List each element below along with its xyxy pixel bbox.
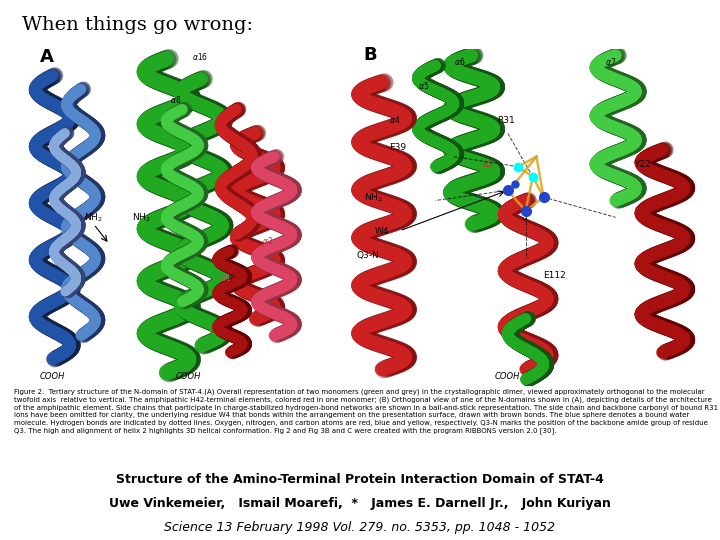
- Text: R31: R31: [497, 116, 515, 125]
- Text: A: A: [40, 48, 53, 66]
- Text: $\alpha$1: $\alpha$1: [220, 273, 231, 284]
- Text: COOH: COOH: [176, 373, 202, 381]
- Text: $\alpha$7: $\alpha$7: [605, 57, 616, 68]
- Text: $\alpha$5: $\alpha$5: [418, 80, 429, 91]
- Text: $\alpha$3: $\alpha$3: [482, 158, 494, 168]
- Text: $\alpha$8: $\alpha$8: [170, 93, 181, 105]
- Text: NH$_2$: NH$_2$: [132, 212, 150, 224]
- Text: Science 13 February 1998 Vol. 279. no. 5353, pp. 1048 - 1052: Science 13 February 1998 Vol. 279. no. 5…: [164, 521, 556, 534]
- Text: Uwe Vinkemeier,   Ismail Moarefi,  *   James E. Darnell Jr.,   John Kuriyan: Uwe Vinkemeier, Ismail Moarefi, * James …: [109, 497, 611, 510]
- Text: Figure 2.  Tertiary structure of the N-domain of STAT-4.(A) Overall representati: Figure 2. Tertiary structure of the N-do…: [14, 389, 719, 434]
- Text: NH$_2$: NH$_2$: [364, 192, 382, 204]
- Text: COOH: COOH: [495, 373, 521, 381]
- Text: E39: E39: [389, 143, 406, 152]
- Text: E112: E112: [544, 271, 567, 280]
- Text: $\alpha$16: $\alpha$16: [192, 51, 208, 63]
- Text: $\alpha$2: $\alpha$2: [261, 235, 273, 246]
- Text: W4: W4: [374, 227, 389, 236]
- Text: $\alpha$4: $\alpha$4: [389, 114, 400, 125]
- Text: Q3-N: Q3-N: [356, 251, 379, 260]
- Text: $\alpha$4: $\alpha$4: [214, 181, 225, 192]
- Text: Y22: Y22: [634, 160, 650, 168]
- Text: Structure of the Amino-Terminal Protein Interaction Domain of STAT-4: Structure of the Amino-Terminal Protein …: [116, 472, 604, 485]
- Text: $\alpha$6: $\alpha$6: [454, 57, 465, 68]
- Text: B: B: [364, 46, 377, 64]
- Text: NH$_2$: NH$_2$: [84, 212, 103, 224]
- Text: When things go wrong:: When things go wrong:: [22, 16, 253, 34]
- Text: COOH: COOH: [40, 373, 65, 381]
